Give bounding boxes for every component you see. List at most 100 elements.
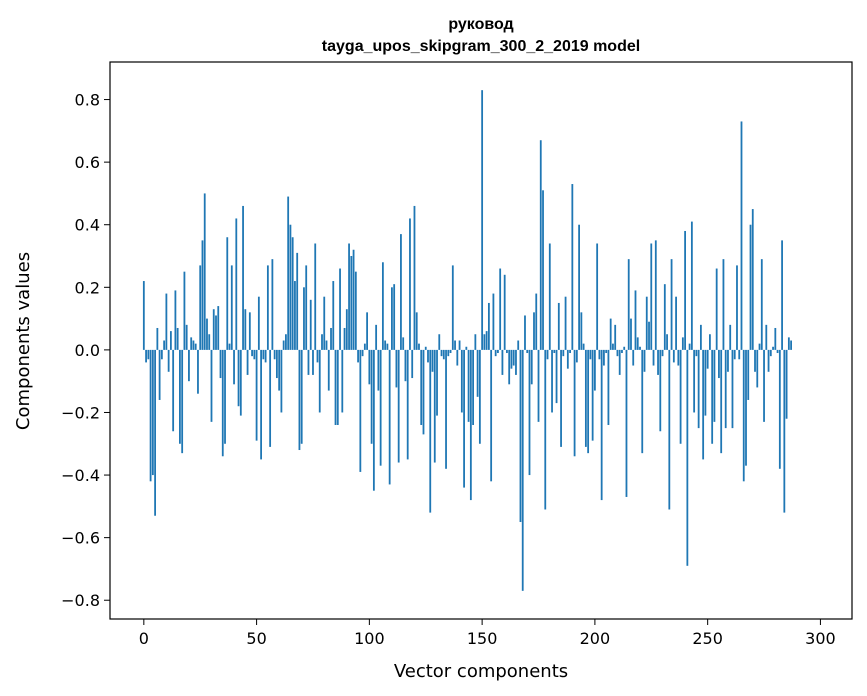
bar-127 <box>429 349 432 513</box>
y-axis-ticks: −0.8 −0.6 −0.4 −0.2 0.0 0.2 0.4 0.6 0.8 <box>61 91 110 610</box>
bar-202 <box>598 349 601 360</box>
bar-199 <box>591 349 594 441</box>
bar-208 <box>612 343 614 350</box>
bar-182 <box>553 349 556 354</box>
bar-240 <box>684 230 686 350</box>
bar-219 <box>636 337 639 350</box>
bar-49 <box>253 349 256 360</box>
bar-93 <box>352 249 355 350</box>
plot-frame <box>109 61 853 620</box>
y-tick-label-6: 0.4 <box>75 216 100 235</box>
bar-180 <box>548 243 551 350</box>
bar-215 <box>627 259 630 350</box>
bar-205 <box>605 349 608 354</box>
bar-96 <box>359 349 362 472</box>
bar-214 <box>625 349 628 497</box>
bar-189 <box>569 349 571 354</box>
bar-125 <box>424 346 427 350</box>
bar-52 <box>260 349 262 460</box>
bar-105 <box>379 349 382 466</box>
bar-100 <box>368 349 371 385</box>
bar-257 <box>722 259 725 350</box>
bar-183 <box>555 349 558 404</box>
bar-74 <box>309 299 312 350</box>
bar-151 <box>483 334 486 350</box>
bar-51 <box>257 296 260 350</box>
bar-261 <box>731 349 734 429</box>
bar-83 <box>330 327 332 350</box>
bar-160 <box>503 274 506 350</box>
bar-14 <box>174 290 177 350</box>
bar-21 <box>190 337 193 350</box>
bar-188 <box>566 349 569 369</box>
bar-232 <box>666 334 668 350</box>
bar-39 <box>230 265 233 350</box>
bar-23 <box>194 343 197 350</box>
bar-147 <box>474 334 477 350</box>
bar-275 <box>763 349 765 422</box>
bar-242 <box>688 343 691 350</box>
bar-126 <box>427 349 429 363</box>
bar-6 <box>156 327 159 350</box>
bar-118 <box>409 218 411 350</box>
bar-149 <box>478 349 481 444</box>
bar-225 <box>650 243 653 350</box>
bar-283 <box>781 240 783 350</box>
bar-101 <box>370 349 373 444</box>
bar-210 <box>616 349 619 357</box>
bar-277 <box>767 349 770 372</box>
bar-171 <box>528 349 531 476</box>
bar-2 <box>147 349 150 360</box>
bar-107 <box>384 340 387 350</box>
bar-203 <box>600 349 603 501</box>
bar-73 <box>307 349 310 375</box>
bar-65 <box>289 224 292 350</box>
bar-260 <box>729 324 732 350</box>
bar-38 <box>228 343 231 350</box>
x-tick-label-50: 50 <box>246 629 266 648</box>
bar-192 <box>575 349 578 363</box>
bar-278 <box>769 349 772 357</box>
bar-146 <box>472 349 474 425</box>
bar-70 <box>300 349 303 444</box>
bar-133 <box>442 349 445 360</box>
bar-249 <box>704 349 707 416</box>
bar-117 <box>406 349 409 460</box>
bar-109 <box>388 349 391 485</box>
bar-130 <box>436 349 438 416</box>
bar-186 <box>562 349 565 357</box>
bar-28 <box>206 318 208 350</box>
bar-213 <box>623 346 626 350</box>
bar-71 <box>303 287 305 350</box>
bar-124 <box>422 349 425 435</box>
bar-220 <box>639 346 641 350</box>
bar-143 <box>465 346 468 350</box>
bar-246 <box>697 349 700 429</box>
y-tick-label-8: 0.8 <box>75 91 100 110</box>
bar-136 <box>449 349 452 354</box>
bar-156 <box>494 349 497 357</box>
bar-85 <box>334 349 337 425</box>
bar-145 <box>469 349 472 501</box>
bar-72 <box>305 265 308 350</box>
bar-274 <box>760 259 763 350</box>
bar-79 <box>321 334 323 350</box>
bar-236 <box>675 296 677 350</box>
bar-169 <box>524 315 526 350</box>
bar-166 <box>517 340 520 350</box>
bar-78 <box>318 349 321 413</box>
bar-255 <box>718 349 720 379</box>
bar-253 <box>713 349 716 422</box>
bar-91 <box>348 243 350 350</box>
bar-19 <box>185 324 188 350</box>
bar-194 <box>580 312 583 350</box>
bar-200 <box>593 349 596 391</box>
bar-58 <box>273 349 276 360</box>
bar-3 <box>149 349 152 482</box>
x-tick-label-200: 200 <box>580 629 611 648</box>
bar-152 <box>485 331 488 350</box>
bar-244 <box>693 349 696 413</box>
bar-256 <box>720 349 723 454</box>
bar-112 <box>395 349 398 388</box>
bar-269 <box>749 224 752 350</box>
